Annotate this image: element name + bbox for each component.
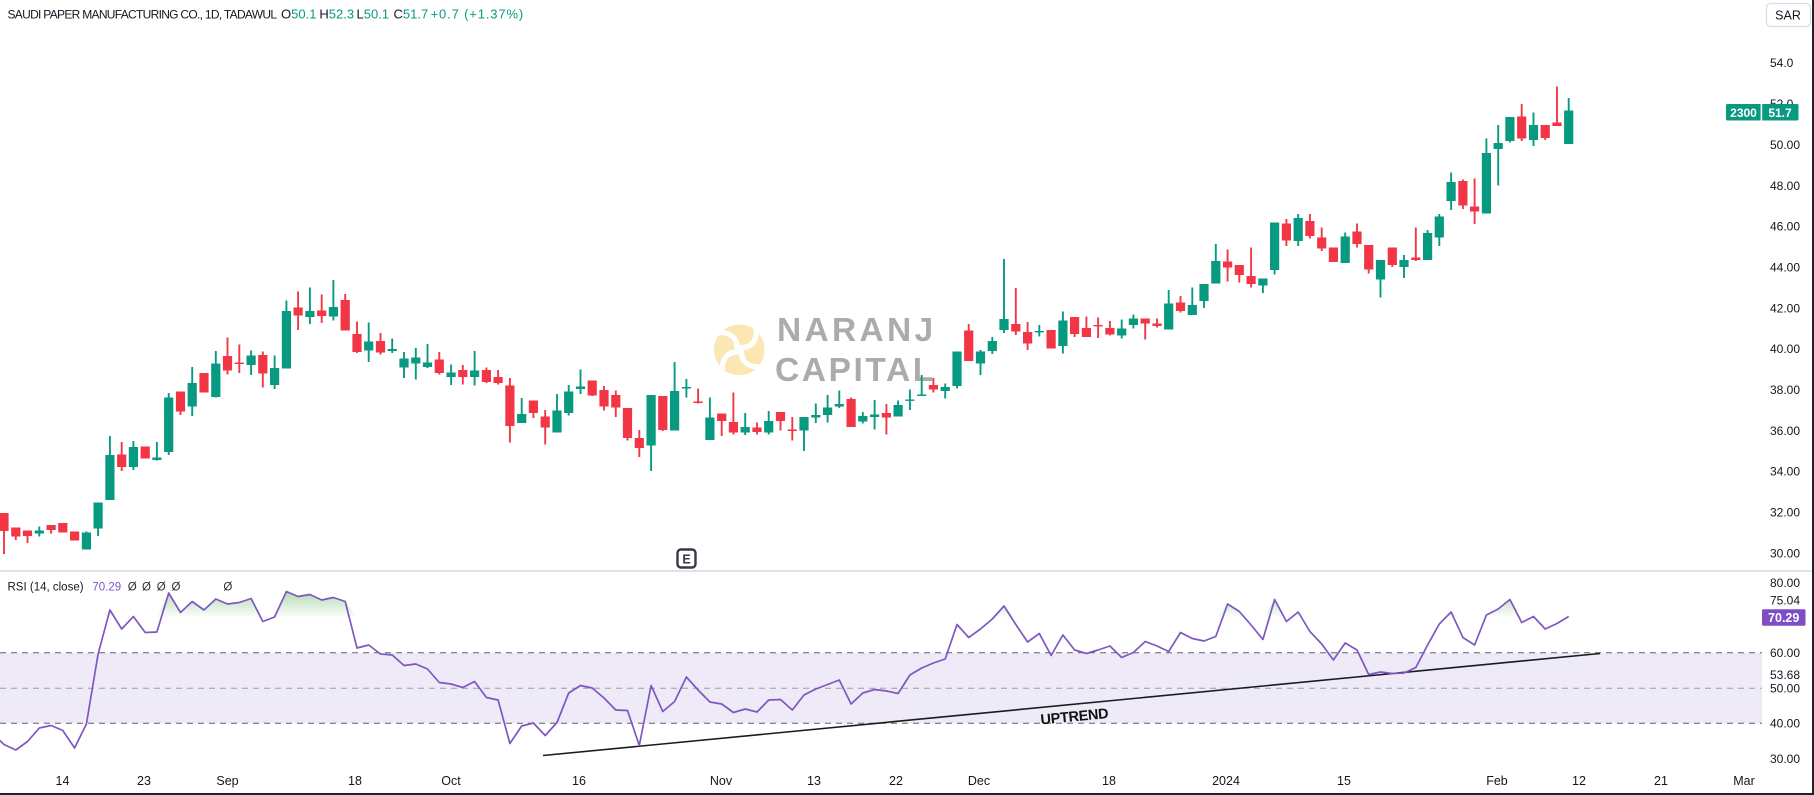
svg-text:13: 13 <box>807 774 821 788</box>
svg-text:75.04: 75.04 <box>1770 594 1800 608</box>
svg-text:18: 18 <box>348 774 362 788</box>
svg-text:80.00: 80.00 <box>1770 576 1800 590</box>
svg-text:30.00: 30.00 <box>1770 546 1800 560</box>
svg-text:30.00: 30.00 <box>1770 752 1800 766</box>
svg-text:NARANJ: NARANJ <box>777 312 936 349</box>
svg-text:E: E <box>682 553 690 567</box>
svg-text:40.00: 40.00 <box>1770 342 1800 356</box>
svg-text:Dec: Dec <box>968 774 990 788</box>
svg-text:40.00: 40.00 <box>1770 717 1800 731</box>
svg-text:RSI (14, close): RSI (14, close) <box>8 582 84 594</box>
svg-text:18: 18 <box>1102 774 1116 788</box>
svg-text:50.00: 50.00 <box>1770 138 1800 152</box>
svg-text:Nov: Nov <box>710 774 733 788</box>
svg-text:48.00: 48.00 <box>1770 179 1800 193</box>
svg-text:60.00: 60.00 <box>1770 646 1800 660</box>
svg-text:SAR: SAR <box>1775 9 1801 23</box>
svg-text:44.00: 44.00 <box>1770 260 1800 274</box>
svg-text:Ø: Ø <box>142 582 151 594</box>
svg-text:Mar: Mar <box>1733 774 1755 788</box>
svg-text:Feb: Feb <box>1486 774 1508 788</box>
svg-text:70.29: 70.29 <box>92 582 121 594</box>
svg-text:15: 15 <box>1337 774 1351 788</box>
svg-text:Ø: Ø <box>128 582 137 594</box>
svg-text:H52.3: H52.3 <box>319 7 354 22</box>
svg-text:O50.1: O50.1 <box>281 7 316 22</box>
svg-text:16: 16 <box>572 774 586 788</box>
svg-text:53.68: 53.68 <box>1770 668 1800 682</box>
svg-text:+0.7 (+1.37%): +0.7 (+1.37%) <box>431 7 524 22</box>
svg-text:23: 23 <box>137 774 151 788</box>
svg-text:51.7: 51.7 <box>1768 106 1792 120</box>
svg-text:46.00: 46.00 <box>1770 220 1800 234</box>
svg-text:21: 21 <box>1654 774 1668 788</box>
svg-text:14: 14 <box>56 774 70 788</box>
svg-text:42.00: 42.00 <box>1770 301 1800 315</box>
svg-text:54.0: 54.0 <box>1770 56 1794 70</box>
svg-text:Oct: Oct <box>441 774 461 788</box>
svg-text:36.00: 36.00 <box>1770 424 1800 438</box>
svg-text:22: 22 <box>889 774 903 788</box>
svg-text:Ø: Ø <box>223 582 232 594</box>
svg-text:2024: 2024 <box>1212 774 1240 788</box>
svg-text:70.29: 70.29 <box>1768 611 1799 625</box>
svg-text:Ø: Ø <box>172 582 181 594</box>
svg-text:Ø: Ø <box>157 582 166 594</box>
svg-text:C51.7: C51.7 <box>394 7 429 22</box>
svg-text:UPTREND: UPTREND <box>1040 706 1109 728</box>
svg-text:12: 12 <box>1572 774 1586 788</box>
svg-text:50.00: 50.00 <box>1770 682 1800 696</box>
svg-text:CAPITAL: CAPITAL <box>775 352 936 389</box>
svg-text:32.00: 32.00 <box>1770 506 1800 520</box>
svg-text:2300: 2300 <box>1730 106 1757 120</box>
svg-text:38.00: 38.00 <box>1770 383 1800 397</box>
svg-text:SAUDI PAPER MANUFACTURING CO.,: SAUDI PAPER MANUFACTURING CO., 1D, TADAW… <box>8 8 278 22</box>
svg-text:L50.1: L50.1 <box>357 7 390 22</box>
svg-text:34.00: 34.00 <box>1770 465 1800 479</box>
svg-text:Sep: Sep <box>216 774 238 788</box>
